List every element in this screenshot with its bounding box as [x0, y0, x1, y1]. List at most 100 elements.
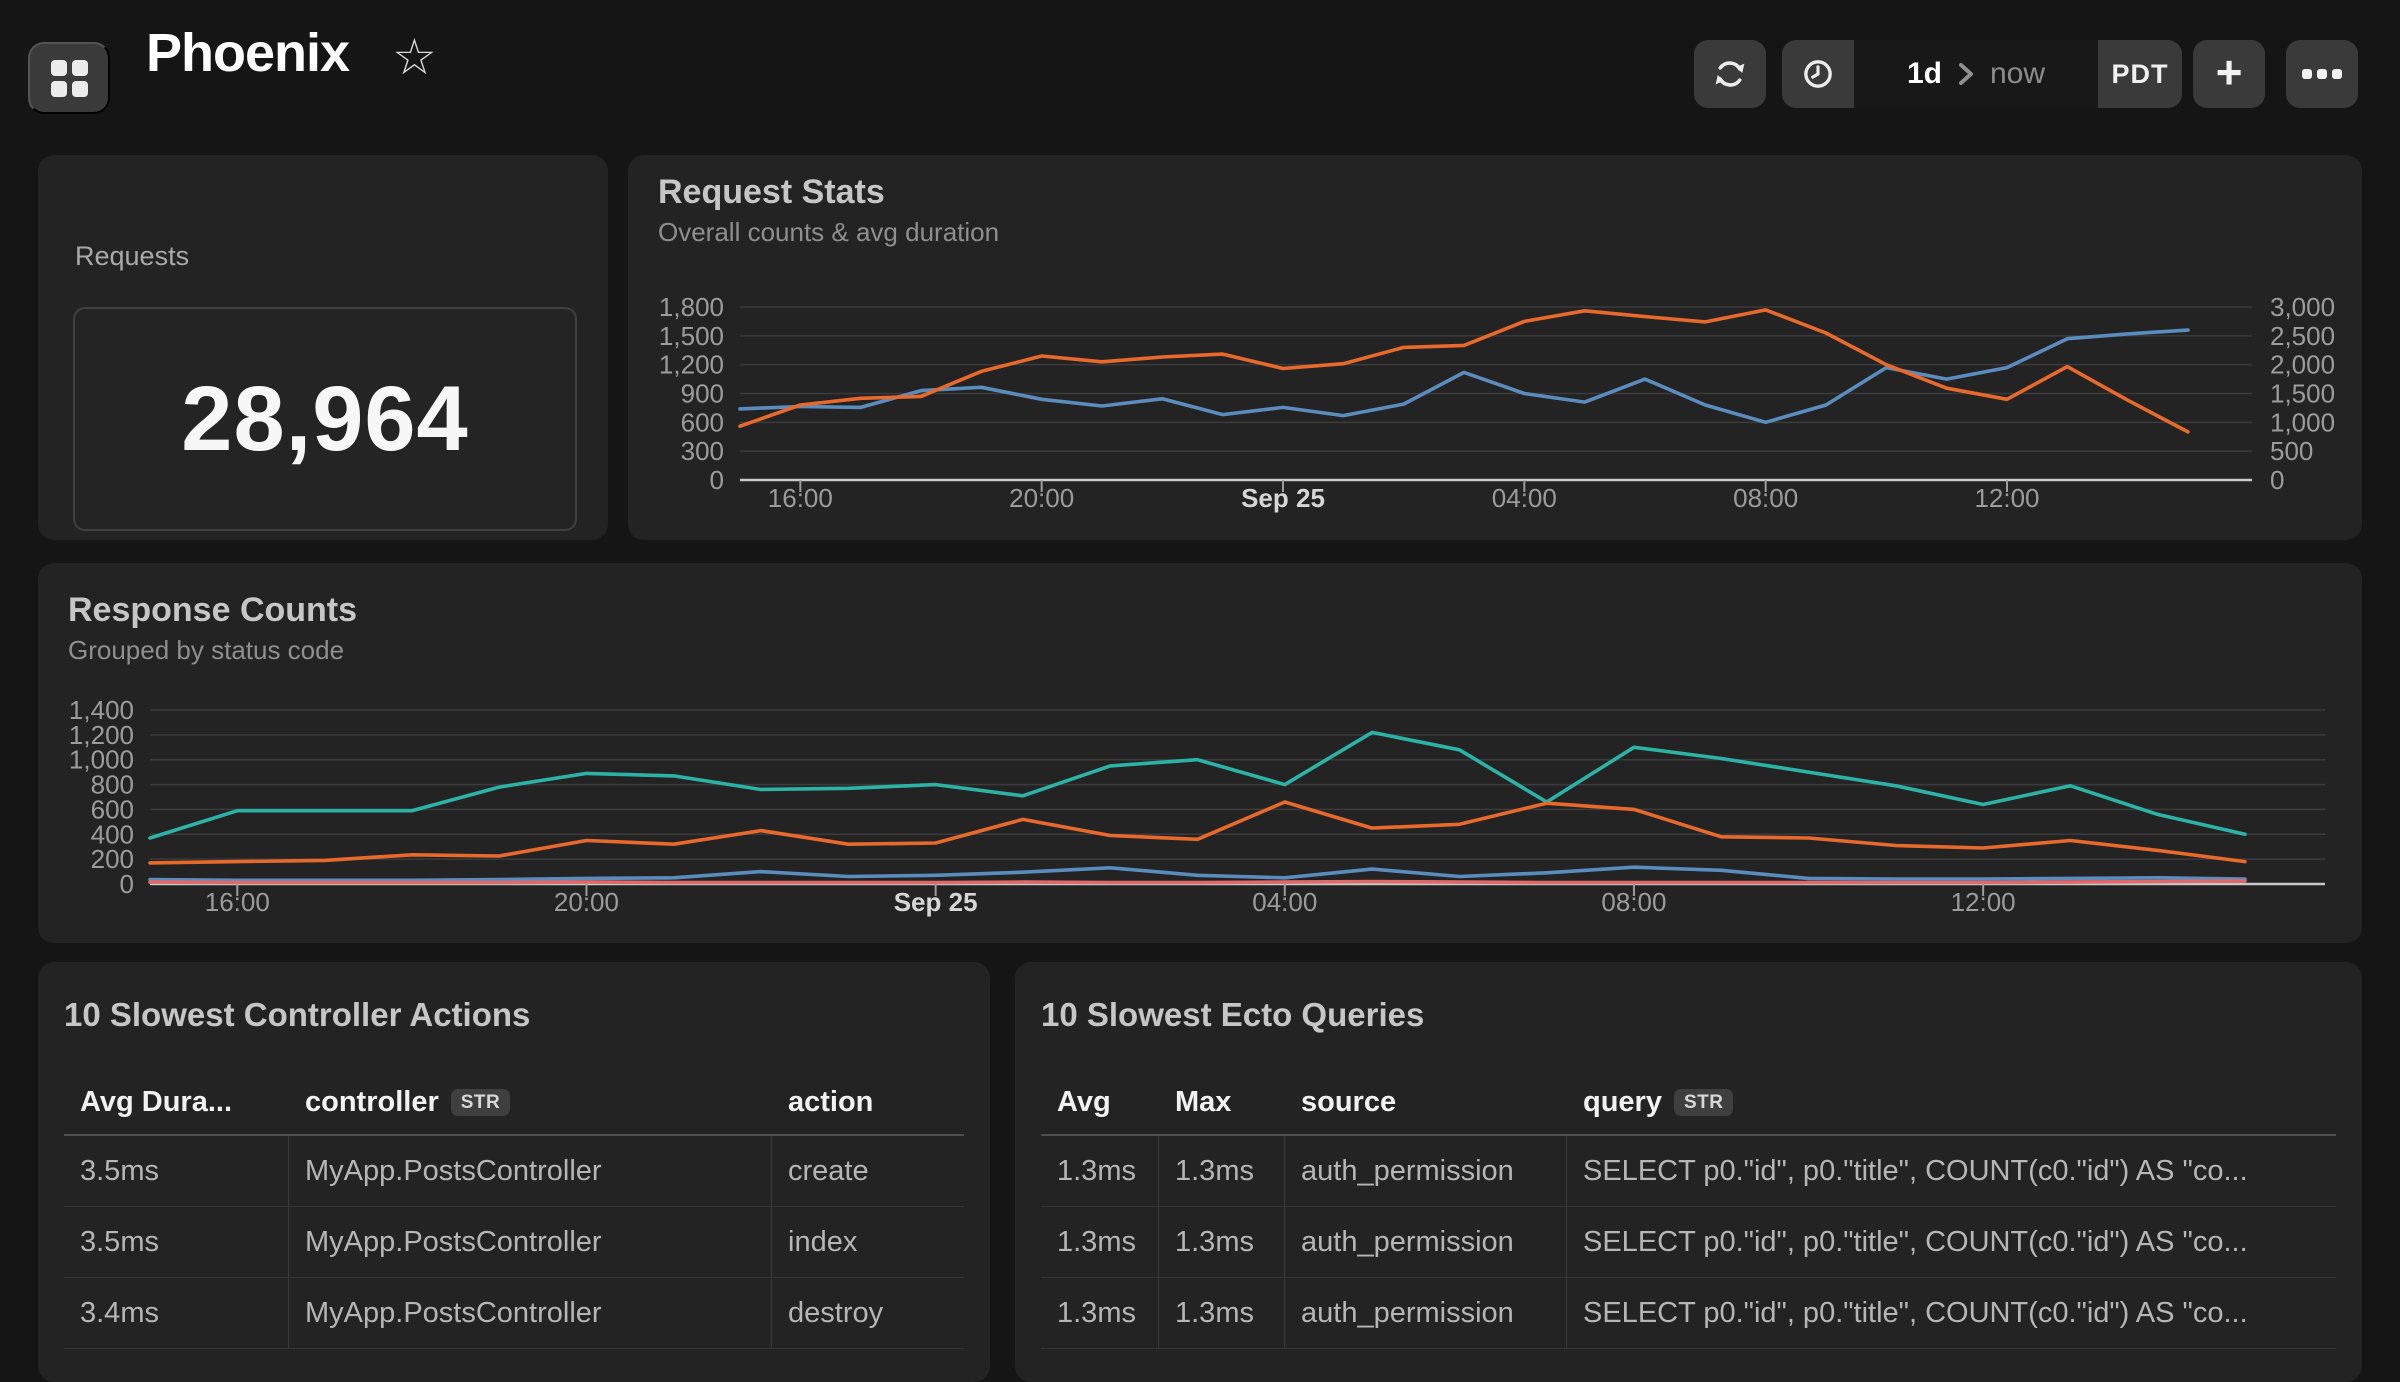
stat-box: 28,964 [73, 307, 577, 531]
column-header[interactable]: Max [1159, 1070, 1285, 1134]
table-cell: 3.4ms [64, 1278, 289, 1348]
table-row: 3.5ms MyApp.PostsController create [64, 1136, 964, 1207]
refresh-button[interactable] [1694, 40, 1766, 108]
svg-text:400: 400 [91, 819, 134, 849]
table-cell: 1.3ms [1041, 1136, 1159, 1206]
table-row: 1.3ms 1.3ms auth_permission SELECT p0."id",… [1041, 1207, 2336, 1278]
svg-text:1,400: 1,400 [69, 695, 134, 725]
column-header[interactable]: Avg [1041, 1070, 1159, 1134]
table-cell: destroy [788, 1296, 884, 1329]
panel-title: Request Stats [658, 173, 885, 211]
top-bar: Phoenix ☆ 1d now PDT + [0, 0, 2400, 130]
axes: 1,800 3,000 1,500 2,500 1,200 2,000 900 1,500 60… [659, 292, 2335, 513]
stat-value: 28,964 [181, 367, 469, 470]
svg-text:1,800: 1,800 [659, 292, 724, 322]
series-blue [148, 865, 2247, 883]
more-options-button[interactable] [2286, 40, 2358, 108]
column-header[interactable]: query STR [1567, 1070, 2336, 1134]
svg-text:200: 200 [91, 844, 134, 874]
svg-text:16:00: 16:00 [768, 483, 833, 513]
table-cell: SELECT p0."id", p0."title", COUNT(c0."id… [1583, 1296, 2248, 1329]
table-cell: auth_permission [1285, 1136, 1567, 1206]
request-stats-plot: 1,800 3,000 1,500 2,500 1,200 2,000 900 1,500 60… [659, 292, 2335, 513]
refresh-icon [1715, 61, 1745, 87]
table-cell: 1.3ms [1159, 1278, 1285, 1348]
table-header-row: Avg Dura... controller STR action [64, 1070, 964, 1136]
column-header-label: action [788, 1085, 874, 1118]
column-header-label: controller [305, 1085, 439, 1118]
controller-actions-table: Avg Dura... controller STR action 3.5ms MyApp… [64, 1070, 964, 1382]
time-range-display[interactable]: 1d now [1854, 40, 2098, 108]
table-cell: 3.5ms [64, 1207, 289, 1277]
dashboard-menu-button[interactable] [28, 42, 110, 114]
table-cell: 1.3ms [1041, 1207, 1159, 1277]
table-cell: 1.3ms [1159, 1207, 1285, 1277]
svg-text:0: 0 [2270, 465, 2284, 495]
table-row: 1.3ms 1.3ms auth_permission SELECT p0."id",… [1041, 1136, 2336, 1207]
panel-title: 10 Slowest Ecto Queries [1041, 996, 1425, 1033]
svg-text:800: 800 [91, 770, 134, 800]
clock-icon [1804, 60, 1832, 88]
table-cell: auth_permission [1285, 1278, 1567, 1348]
add-panel-button[interactable]: + [2193, 40, 2265, 108]
table-cell: 1.3ms [1041, 1278, 1159, 1348]
column-header[interactable]: source [1285, 1070, 1567, 1134]
column-header-label: source [1301, 1085, 1397, 1118]
time-range-from: 1d [1906, 57, 1942, 90]
timezone-button[interactable]: PDT [2098, 40, 2182, 108]
type-badge: STR [1673, 1088, 1734, 1116]
svg-text:08:00: 08:00 [1601, 887, 1666, 917]
svg-text:2,500: 2,500 [2270, 321, 2335, 351]
chevron-right-icon [1958, 63, 1973, 85]
svg-text:600: 600 [681, 407, 724, 437]
panel-ecto-queries: 10 Slowest Ecto Queries Avg Max source quer… [1015, 962, 2362, 1382]
table-cell: MyApp.PostsController [289, 1207, 772, 1277]
svg-text:12:00: 12:00 [1974, 483, 2039, 513]
panel-response-counts: Response Counts Grouped by status code 1… [38, 563, 2362, 943]
column-header-label: Max [1175, 1085, 1232, 1118]
table-body: 1.3ms 1.3ms auth_permission SELECT p0."id",… [1041, 1136, 2336, 1382]
column-header[interactable]: controller STR [289, 1070, 772, 1134]
time-range-clock-button[interactable] [1782, 40, 1854, 108]
column-header-label: Avg Dura... [80, 1085, 233, 1118]
table-row: 1.3ms 1.3ms auth_permission SELECT p0."id",… [1041, 1278, 2336, 1349]
table-cell: create [788, 1154, 869, 1187]
panel-requests: Requests 28,964 [38, 155, 608, 540]
svg-text:04:00: 04:00 [1492, 483, 1557, 513]
panel-subtitle: Overall counts & avg duration [658, 217, 1000, 247]
svg-text:0: 0 [120, 869, 134, 899]
svg-text:300: 300 [681, 436, 724, 466]
table-row-clipped [1041, 1349, 2336, 1382]
stat-label: Requests [75, 241, 190, 271]
table-row: 3.5ms MyApp.PostsController index [64, 1207, 964, 1278]
svg-text:500: 500 [2270, 436, 2313, 466]
ecto-queries-table: Avg Max source query STR 1.3ms 1.3ms auth_permi… [1041, 1070, 2336, 1382]
svg-text:1,500: 1,500 [2270, 379, 2335, 409]
table-cell: SELECT p0."id", p0."title", COUNT(c0."id… [1583, 1154, 2248, 1187]
column-header[interactable]: Avg Dura... [64, 1070, 289, 1134]
time-range-to: now [1989, 57, 2046, 90]
svg-text:20:00: 20:00 [1009, 483, 1074, 513]
svg-text:1,000: 1,000 [2270, 407, 2335, 437]
dashboard-grid-icon [50, 59, 88, 97]
svg-text:2,000: 2,000 [2270, 350, 2335, 380]
ellipsis-icon [2302, 69, 2342, 79]
svg-text:08:00: 08:00 [1733, 483, 1798, 513]
column-header[interactable]: action [772, 1070, 964, 1134]
svg-text:0: 0 [710, 465, 724, 495]
svg-text:16:00: 16:00 [205, 887, 270, 917]
svg-text:1,200: 1,200 [69, 720, 134, 750]
series-orange [148, 800, 2247, 865]
time-range-picker[interactable]: 1d now PDT [1782, 40, 2182, 108]
svg-text:20:00: 20:00 [554, 887, 619, 917]
star-icon[interactable]: ☆ [392, 28, 437, 86]
svg-text:Sep 25: Sep 25 [1241, 483, 1325, 513]
page-title: Phoenix [146, 23, 350, 83]
column-header-label: Avg [1057, 1085, 1111, 1118]
svg-text:1,200: 1,200 [659, 350, 724, 380]
table-row-clipped [64, 1349, 964, 1382]
type-badge: STR [450, 1088, 511, 1116]
series-teal [148, 730, 2247, 840]
table-cell: index [788, 1225, 858, 1258]
